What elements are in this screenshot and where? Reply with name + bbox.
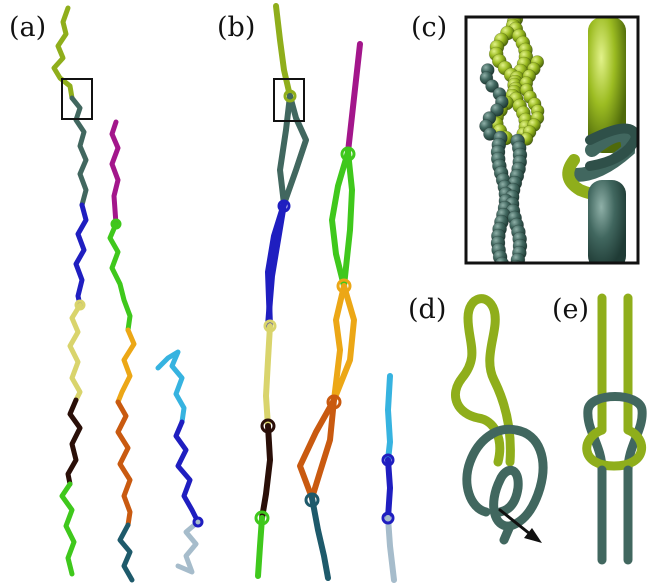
chain-segment-green [107, 221, 133, 333]
chain-segment-rust [297, 397, 337, 501]
junction-ring [381, 453, 395, 467]
junction-ring [283, 89, 297, 103]
chain-segment-blue [173, 419, 201, 525]
chain-segment-magenta [109, 119, 121, 227]
chain-segment-green [329, 149, 351, 289]
chain-segment-orange [331, 283, 357, 403]
chain-segment-rust [309, 397, 337, 501]
junction-ring [277, 199, 291, 213]
chain-segment-rust [115, 399, 133, 528]
junction-ring [381, 511, 395, 525]
junction-ring [254, 510, 270, 526]
junction-ring [304, 492, 320, 508]
chain-segment-dark-teal [309, 495, 331, 581]
panel-a-chains [51, 5, 201, 583]
panel-label-a: (a) [9, 12, 47, 43]
panel-label-d: (d) [408, 294, 447, 325]
chain-segment-teal [277, 93, 293, 207]
chain-segment-green [255, 515, 265, 579]
chain-segment-brown-black [65, 397, 83, 487]
junction-ring [192, 516, 204, 528]
chain-segment-green [59, 481, 77, 577]
chain-segment-teal [281, 93, 309, 207]
chain-segment-magenta [345, 41, 363, 155]
junction-ring [74, 299, 86, 311]
chain-segment-blue [73, 202, 89, 308]
panel-d-knot [451, 294, 548, 545]
chain-segment-brown-black [259, 423, 273, 521]
junction-ring [263, 319, 277, 333]
chain-segment-green [341, 149, 355, 289]
chain-segment-olive [273, 3, 293, 99]
chain-segment-pale-blue [385, 515, 397, 583]
junction-ring [340, 146, 356, 162]
bead-strand-left [479, 17, 545, 263]
olive-loop [451, 294, 515, 467]
chain-segment-blue [385, 457, 393, 521]
chain-segment-orange [115, 327, 137, 405]
panel-label-e: (e) [552, 294, 590, 325]
chain-segment-sky [155, 349, 187, 425]
olive-loop [582, 425, 646, 471]
junction-ring [110, 218, 122, 230]
chain-segment-khaki [263, 323, 273, 429]
arrow-shaft [498, 508, 532, 536]
panel-b-chains [255, 3, 397, 583]
chain-segment-teal [69, 95, 89, 208]
teal-tail [499, 521, 515, 545]
arrow-icon [524, 528, 542, 543]
tube-strand-right [562, 17, 638, 263]
chain-segment-olive [51, 5, 75, 101]
panel-e-knot [582, 293, 647, 565]
zoom-box-b [273, 78, 305, 122]
teal-loop [462, 424, 548, 531]
chain-segment-blue [265, 201, 287, 329]
chain-segment-khaki [67, 302, 83, 403]
junction-rings [74, 89, 395, 528]
chain-segment-pale-blue [175, 519, 201, 575]
panel-label-c: (c) [411, 12, 448, 43]
inset-frame [464, 15, 640, 265]
junction-ring [336, 278, 352, 294]
panel-label-b: (b) [217, 12, 256, 43]
panel-c-inset [466, 17, 638, 263]
junction-ring [326, 394, 342, 410]
chain-segment-dark-teal [117, 522, 135, 583]
chain-segment-sky [385, 373, 393, 463]
junction-ring [260, 418, 276, 434]
chain-segment-orange [331, 283, 347, 403]
zoom-box-a [61, 78, 93, 120]
